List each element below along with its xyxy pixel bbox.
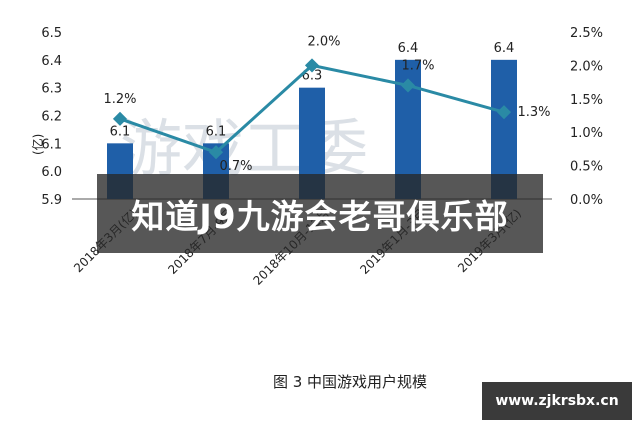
banner-overlay: 知道J9九游会老哥俱乐部 [97, 174, 543, 253]
left-tick-label: 6.4 [41, 54, 62, 69]
line-value-label: 0.7% [219, 159, 252, 174]
banner-text: 知道J9九游会老哥俱乐部 [131, 196, 509, 236]
left-tick-label: 6.2 [41, 110, 62, 125]
bar-value-label: 6.1 [110, 124, 131, 139]
right-tick-label: 0.0% [570, 193, 603, 208]
line-point [304, 58, 320, 73]
figure-caption: 图 3 中国游戏用户规模 [272, 373, 428, 391]
bar-value-label: 6.3 [302, 69, 323, 84]
left-axis-label: (亿) [30, 134, 45, 155]
watermark-text: 游戏工委 [120, 112, 368, 185]
line-labels: 1.2% 0.7% 2.0% 1.7% 1.3% [103, 34, 550, 174]
right-tick-label: 0.5% [570, 160, 603, 175]
bar-value-label: 6.1 [206, 124, 227, 139]
left-tick-label: 5.9 [41, 193, 62, 208]
left-tick-label: 6.5 [41, 26, 62, 41]
line-point [208, 145, 224, 160]
site-url-badge[interactable]: www.zjkrsbx.cn [482, 382, 632, 420]
right-tick-label: 1.5% [570, 93, 603, 108]
left-tick-label: 6.3 [41, 82, 62, 97]
line-value-label: 2.0% [307, 34, 340, 49]
bar-value-label: 6.4 [494, 41, 515, 56]
right-tick-label: 2.0% [570, 59, 603, 74]
left-tick-label: 6.1 [41, 137, 62, 152]
line-value-label: 1.2% [103, 92, 136, 107]
line-point [400, 78, 416, 93]
bar-value-label: 6.4 [398, 41, 419, 56]
line-value-label: 1.3% [517, 105, 550, 120]
right-axis-ticks: 2.5% 2.0% 1.5% 1.0% 0.5% 0.0% [570, 26, 603, 208]
right-tick-label: 2.5% [570, 26, 603, 41]
left-tick-label: 6.0 [41, 165, 62, 180]
line-value-label: 1.7% [401, 58, 434, 73]
left-axis-ticks: 6.5 6.4 6.3 6.2 6.1 6.0 5.9 [41, 26, 62, 208]
bar-labels: 6.1 6.1 6.3 6.4 6.4 [110, 41, 515, 139]
right-tick-label: 1.0% [570, 126, 603, 141]
line-point [496, 105, 512, 120]
